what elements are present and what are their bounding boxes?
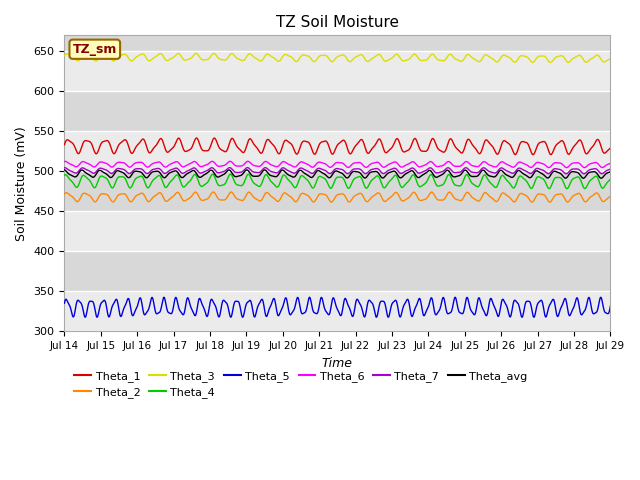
Bar [65, 51, 611, 91]
Title: TZ Soil Moisture: TZ Soil Moisture [276, 15, 399, 30]
Text: TZ_sm: TZ_sm [72, 43, 117, 56]
Bar [65, 171, 611, 211]
X-axis label: Time: Time [322, 357, 353, 370]
Bar [65, 211, 611, 251]
Y-axis label: Soil Moisture (mV): Soil Moisture (mV) [15, 126, 28, 240]
Legend: Theta_1, Theta_2, Theta_3, Theta_4, Theta_5, Theta_6, Theta_7, Theta_avg: Theta_1, Theta_2, Theta_3, Theta_4, Thet… [70, 366, 532, 403]
Bar [65, 36, 611, 51]
Bar [65, 291, 611, 331]
Bar [65, 251, 611, 291]
Bar [65, 91, 611, 132]
Bar [65, 132, 611, 171]
